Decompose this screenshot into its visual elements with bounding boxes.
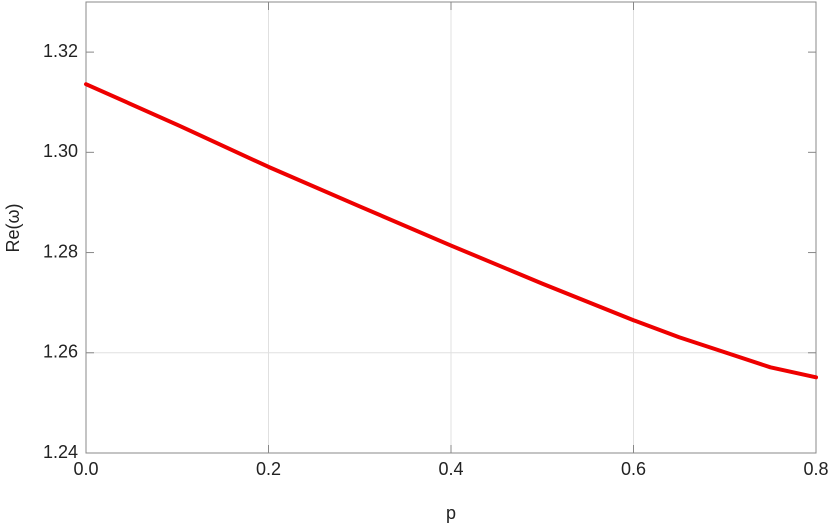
x-tick-label: 0.4 [438, 459, 463, 479]
y-tick-label: 1.32 [43, 41, 78, 61]
x-tick-label: 0.0 [73, 459, 98, 479]
data-line [84, 82, 818, 380]
y-tick-label: 1.28 [43, 241, 78, 261]
x-tick-label: 0.2 [256, 459, 281, 479]
y-axis-label: Re(ω) [3, 203, 23, 252]
x-axis-label: p [446, 503, 456, 523]
x-tick-label: 0.6 [621, 459, 646, 479]
y-tick-label: 1.26 [43, 342, 78, 362]
y-tick-label: 1.24 [43, 442, 78, 462]
y-tick-label: 1.30 [43, 141, 78, 161]
x-tick-label: 0.8 [803, 459, 828, 479]
